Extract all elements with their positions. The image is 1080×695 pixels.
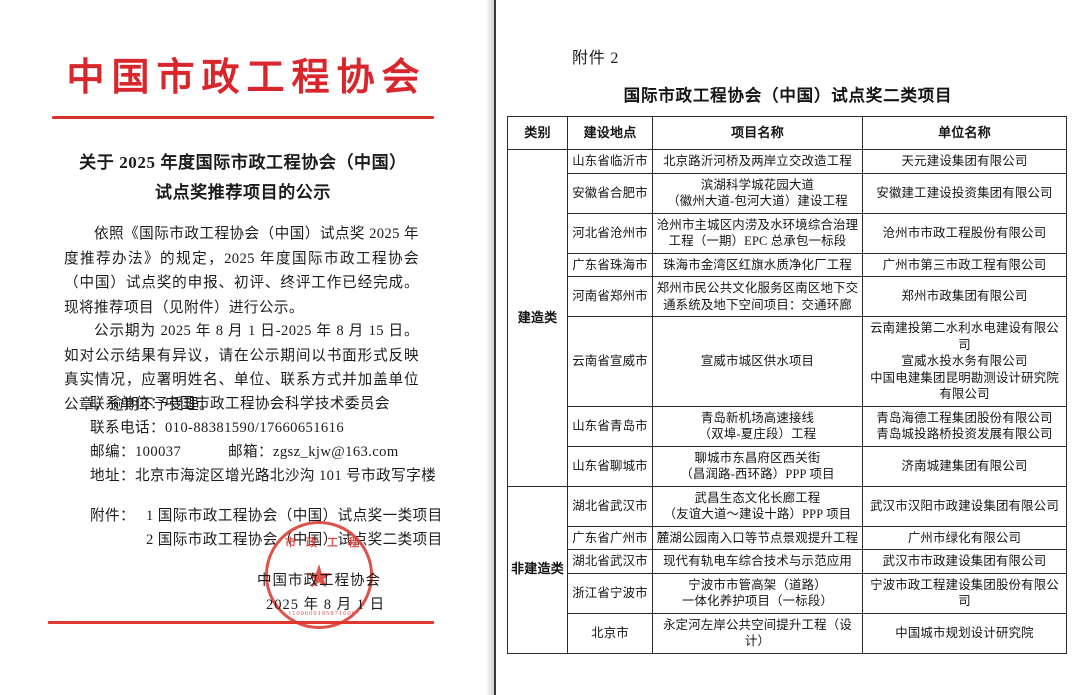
table-cell-unit: 宁波市政工程建设集团股份有限公司 [862, 572, 1067, 614]
annex-label: 附件 2 [572, 50, 620, 67]
table-cell-unit: 天元建设集团有限公司 [862, 149, 1067, 174]
table-cell-location: 广东省广州市 [567, 525, 653, 550]
table-cell-unit: 青岛海德工程集团股份有限公司 青岛城投路桥投资发展有限公司 [862, 405, 1067, 447]
table-cell-unit: 广州市绿化有限公司 [862, 525, 1067, 550]
page-title-line-2: 试点奖推荐项目的公示 [155, 183, 331, 202]
table-header-row: 类别 建设地点 项目名称 单位名称 [507, 116, 1067, 150]
table-cell-project: 沧州市主城区内涝及水环境综合治理 工程（一期）EPC 总承包一标段 [652, 212, 863, 254]
annex-title: 国际市政工程协会（中国）试点奖二类项目 [623, 86, 953, 105]
table-row: 北京市 永定河左岸公共空间提升工程（设计） 中国城市规划设计研究院 [508, 612, 1067, 654]
table-cell-unit: 中国城市规划设计研究院 [862, 612, 1067, 654]
table-cell-location: 安徽省合肥市 [567, 172, 653, 214]
contact-address-line: 地址：北京市海淀区增光路北沙沟 101 号市政写字楼 [90, 468, 437, 484]
table-cell-location: 山东省聊城市 [567, 445, 653, 487]
contact-unit-line: 联系单位：中国市政工程协会科学技术委员会 [90, 396, 390, 412]
table-row: 广东省广州市 麓湖公园南入口等节点景观提升工程 广州市绿化有限公司 [508, 525, 1067, 550]
table-cell-unit: 济南城建集团有限公司 [862, 445, 1067, 487]
masthead-red-rule [52, 116, 434, 119]
table-cell-project: 武昌生态文化长廊工程 （友谊大道～建设十路）PPP 项目 [652, 485, 863, 527]
table-cell-location: 北京市 [567, 612, 653, 654]
table-row: 山东省青岛市 青岛新机场高速接线 （双埠-夏庄段）工程 青岛海德工程集团股份有限公司青… [508, 405, 1067, 447]
table-row: 云南省宣威市 宣威市城区供水项目 云南建投第二水利水电建设有限公司 宣威水投水务有限公… [508, 316, 1067, 407]
table-row: 广东省珠海市 珠海市金湾区红旗水质净化厂工程 广州市第三市政工程有限公司 [508, 252, 1067, 277]
table-row: 非建造类 湖北省武汉市 武昌生态文化长廊工程 （友谊大道～建设十路）PPP 项目 武汉市… [507, 485, 1067, 654]
table-cell-location: 湖北省武汉市 [567, 485, 653, 527]
projects-table-body: 建造类 山东省临沂市 北京路沂河桥及两岸立交改造工程 天元建设集团有限公司 安徽省合肥市… [507, 149, 1067, 654]
contact-zip-line: 邮编：100037 [90, 444, 182, 460]
table-cell-project: 滨湖科学城花园大道 （徽州大道-包河大道）建设工程 [652, 172, 863, 214]
signature-organization: 中国市政工程协会 [257, 573, 381, 589]
contact-email-line: 邮箱：zgsz_kjw@163.com [228, 444, 399, 460]
table-row: 河南省郑州市 郑州市民公共文化服务区南区地下交 通系统及地下空间项目：交通环廊 郑州市… [508, 276, 1067, 317]
table-cell-location: 云南省宣威市 [567, 316, 653, 407]
notice-paragraph-2: 公示期为 2025 年 8 月 1 日-2025 年 8 月 15 日。如对公示… [64, 323, 419, 413]
table-cell-project: 郑州市民公共文化服务区南区地下交 通系统及地下空间项目：交通环廊 [652, 276, 863, 317]
table-header-category: 类别 [507, 116, 568, 150]
association-masthead: 中国市政工程协会 [66, 57, 427, 99]
attachments-label: 附件： [90, 508, 135, 524]
page-divider-line [494, 0, 496, 695]
seal-arc-text: 市政工程 [285, 537, 369, 549]
right-document-page: 附件 2 国际市政工程协会（中国）试点奖二类项目 类别 建设地点 项目名称 单位… [496, 0, 1080, 695]
table-row: 山东省聊城市 聊城市东昌府区西关街 （昌润路-西环路）PPP 项目 济南城建集团有限公… [508, 445, 1067, 487]
page-title-line-1: 关于 2025 年度国际市政工程协会（中国） [79, 153, 407, 172]
table-cell-location: 广东省珠海市 [567, 252, 653, 277]
footer-red-rule [48, 621, 434, 624]
table-cell-location: 浙江省宁波市 [567, 572, 653, 614]
seal-serial-text: 1100000195871606 [288, 610, 356, 617]
notice-paragraph-1: 依照《国际市政工程协会（中国）试点奖 2025 年度推荐办法》的规定，2025 … [64, 226, 419, 316]
table-cell-unit: 云南建投第二水利水电建设有限公司 宣威水投水务有限公司 中国电建集团昆明勘测设计研究… [862, 316, 1067, 407]
signature-date: 2025 年 8 月 1 日 [266, 597, 386, 613]
table-cell-project: 宁波市市管高架（道路） 一体化养护项目（一标段） [652, 572, 863, 614]
table-row: 安徽省合肥市 滨湖科学城花园大道 （徽州大道-包河大道）建设工程 安徽建工建设投资集团… [508, 172, 1067, 214]
table-cell-unit: 武汉市汉阳市政建设集团有限公司 [862, 485, 1067, 527]
contact-tel-line: 联系电话：010-88381590/17660651616 [90, 420, 345, 436]
attachment-item-1: 1 国际市政工程协会（中国）试点奖一类项目 [146, 508, 443, 524]
table-cell-unit: 武汉市市政建设集团有限公司 [862, 549, 1067, 574]
table-cell-unit: 安徽建工建设投资集团有限公司 [862, 172, 1067, 214]
table-row: 湖北省武汉市 现代有轨电车综合技术与示范应用 武汉市市政建设集团有限公司 [508, 549, 1067, 574]
table-cell-location: 河南省郑州市 [567, 276, 653, 317]
table-cell-location: 山东省临沂市 [567, 149, 653, 174]
table-cell-project: 麓湖公园南入口等节点景观提升工程 [652, 525, 863, 550]
table-cell-project: 珠海市金湾区红旗水质净化厂工程 [652, 252, 863, 277]
table-cell-category: 非建造类 [507, 485, 568, 654]
table-cell-category: 建造类 [507, 149, 568, 487]
table-cell-unit: 沧州市市政工程股份有限公司 [862, 212, 1067, 254]
table-cell-location: 山东省青岛市 [567, 405, 653, 447]
left-document-page: 中国市政工程协会 关于 2025 年度国际市政工程协会（中国） 试点奖推荐项目的… [0, 0, 486, 695]
table-header-unit: 单位名称 [862, 116, 1067, 150]
table-row: 河北省沧州市 沧州市主城区内涝及水环境综合治理 工程（一期）EPC 总承包一标段 沧州… [508, 212, 1067, 254]
table-cell-project: 现代有轨电车综合技术与示范应用 [652, 549, 863, 574]
table-header-location: 建设地点 [567, 116, 653, 150]
table-cell-unit: 广州市第三市政工程有限公司 [862, 252, 1067, 277]
page-gutter-shadow [486, 0, 494, 695]
table-cell-project: 宣威市城区供水项目 [652, 316, 863, 407]
table-cell-project: 青岛新机场高速接线 （双埠-夏庄段）工程 [652, 405, 863, 447]
projects-table: 类别 建设地点 项目名称 单位名称 建造类 山东省临沂市 北京路沂河桥及两岸立交改造… [507, 116, 1067, 654]
official-seal-stamp: 市政工程 1100000195871606 [265, 521, 373, 629]
table-cell-unit: 郑州市政集团有限公司 [862, 276, 1067, 317]
page-title: 关于 2025 年度国际市政工程协会（中国） 试点奖推荐项目的公示 [58, 148, 428, 208]
table-cell-project: 北京路沂河桥及两岸立交改造工程 [652, 149, 863, 174]
table-row: 浙江省宁波市 宁波市市管高架（道路） 一体化养护项目（一标段） 宁波市政工程建设集团股… [508, 572, 1067, 614]
table-row: 建造类 山东省临沂市 北京路沂河桥及两岸立交改造工程 天元建设集团有限公司 [507, 149, 1067, 487]
table-cell-project: 永定河左岸公共空间提升工程（设计） [652, 612, 863, 654]
table-cell-project: 聊城市东昌府区西关街 （昌润路-西环路）PPP 项目 [652, 445, 863, 487]
table-cell-location: 河北省沧州市 [567, 212, 653, 254]
table-cell-location: 湖北省武汉市 [567, 549, 653, 574]
table-header-project: 项目名称 [652, 116, 863, 150]
